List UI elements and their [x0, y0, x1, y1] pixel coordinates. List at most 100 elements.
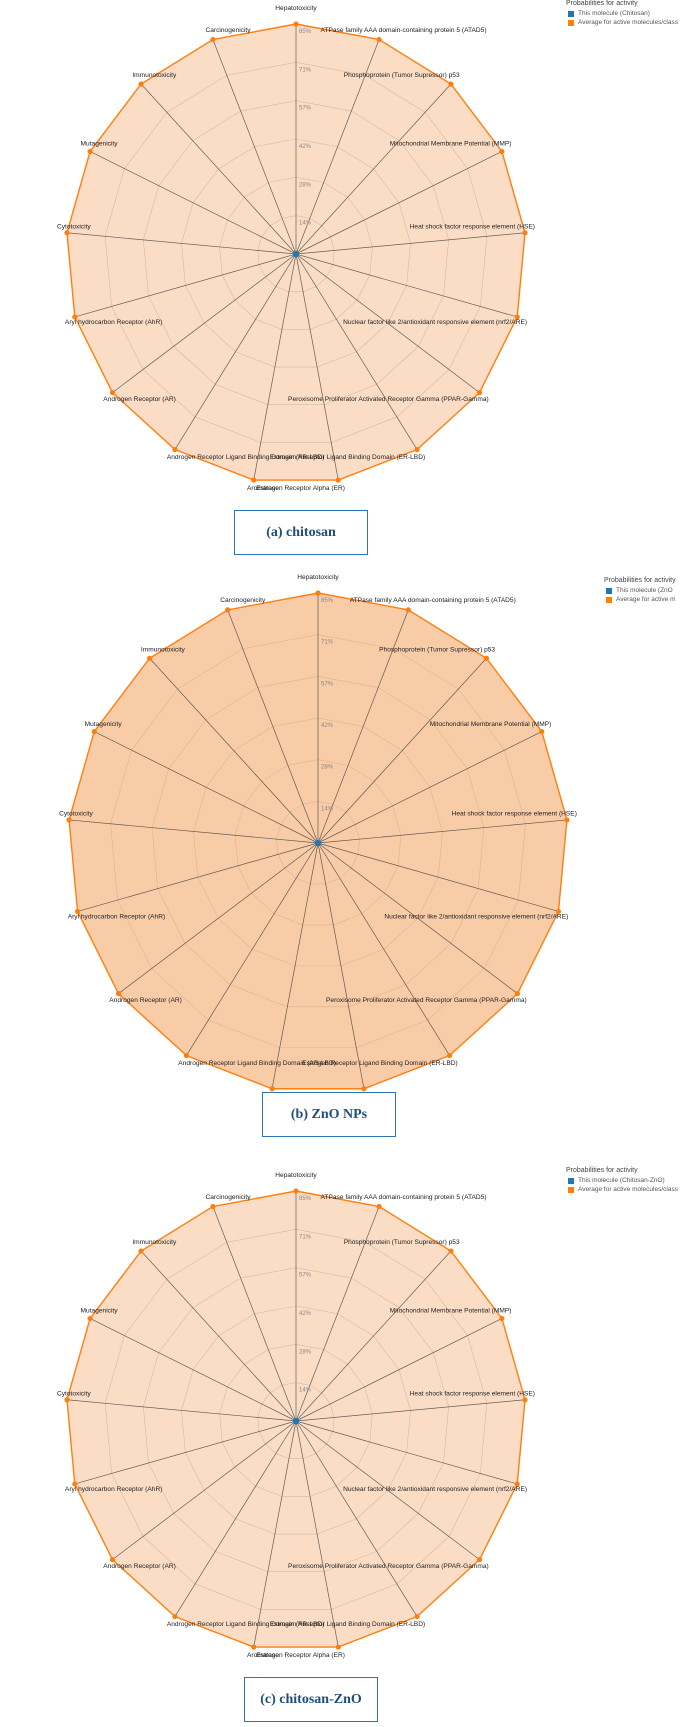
- axis-label: Androgen Receptor (AR): [103, 1563, 176, 1570]
- radial-tick-label: 42%: [299, 144, 312, 150]
- axis-spoke: [295, 151, 503, 255]
- axis-label: Phosphoprotein (Tumor Supressor) p53: [344, 1239, 460, 1246]
- average-point: [183, 1052, 189, 1059]
- axis-spoke: [212, 39, 297, 255]
- average-point: [210, 36, 216, 43]
- axis-spoke: [317, 658, 487, 844]
- average-point: [210, 1203, 216, 1210]
- axis-label: Mutagenicity: [85, 721, 123, 728]
- radial-tick-label: 42%: [299, 1311, 312, 1317]
- grid-ring: [104, 1229, 488, 1610]
- average-point: [87, 1315, 93, 1322]
- average-point: [499, 1315, 505, 1322]
- axis-label: Hepatotoxicity: [297, 574, 339, 581]
- grid-ring: [219, 1344, 373, 1497]
- axis-spoke: [89, 1318, 297, 1422]
- average-point: [109, 390, 116, 396]
- average-point: [483, 655, 490, 661]
- axis-label: Mitochondrial Membrane Potential (MMP): [390, 141, 512, 148]
- average-point: [361, 1086, 367, 1092]
- axis-spoke: [295, 1206, 380, 1422]
- average-point: [74, 908, 81, 915]
- average-point: [448, 81, 454, 87]
- caption-chitosan-zno: (c) chitosan-ZnO: [244, 1677, 378, 1722]
- caption-zno: (b) ZnO NPs: [262, 1092, 396, 1137]
- grid-ring: [181, 138, 411, 368]
- axis-spoke: [89, 151, 297, 255]
- axis-spoke: [118, 842, 319, 994]
- radial-tick-label: 14%: [299, 1388, 312, 1394]
- axis-label: Androgen Receptor Ligand Binding Domain …: [167, 454, 325, 461]
- average-point: [564, 817, 570, 823]
- radial-tick-label: 28%: [299, 182, 312, 188]
- axis-spoke: [74, 253, 297, 318]
- axis-spoke: [227, 609, 319, 844]
- average-point: [447, 1052, 453, 1059]
- average-point: [172, 446, 178, 453]
- axis-spoke: [295, 253, 480, 393]
- average-point: [376, 36, 382, 43]
- axis-spoke: [74, 1420, 297, 1485]
- axis-label: Aromatase: [247, 1652, 279, 1659]
- average-point: [115, 991, 122, 997]
- axis-spoke: [295, 39, 380, 255]
- grid-ring: [219, 177, 373, 330]
- legend-swatch-blue: [568, 10, 574, 17]
- legend: Probabilities for activity This molecule…: [566, 1167, 678, 1193]
- average-point: [448, 1248, 454, 1254]
- legend: Probabilities for activity This molecule…: [604, 577, 676, 603]
- average-point: [138, 81, 144, 87]
- average-point: [499, 148, 505, 155]
- average-point: [335, 1644, 341, 1650]
- axis-label: Estrogen Receptor Ligand Binding Domain …: [302, 1060, 457, 1067]
- this-molecule-point: [293, 251, 299, 257]
- chart-panel-zno: 14% 28% 42% 57% 71% 85% Hepatotoxicity ATPase f…: [0, 574, 685, 1145]
- axis-label: Mutagenicity: [81, 1308, 119, 1315]
- legend-swatch-orange: [606, 596, 612, 603]
- legend-item-this-molecule: This molecule (Chitosan-ZnO): [568, 1177, 678, 1184]
- axis-label: Mitochondrial Membrane Potential (MMP): [430, 721, 552, 728]
- axis-spoke: [174, 1420, 297, 1617]
- axis-label: Heat shock factor response element (HSE): [410, 1390, 535, 1397]
- legend-title: Probabilities for activity: [604, 577, 676, 584]
- axis-spoke: [295, 253, 518, 318]
- axis-label: Heat shock factor response element (HSE): [410, 223, 535, 230]
- axis-label: Carcinogenicity: [205, 27, 251, 34]
- legend-swatch-blue: [606, 587, 612, 594]
- average-point: [539, 728, 545, 735]
- legend-item-this-molecule: This molecule (ZnO: [606, 587, 676, 594]
- axis-label: Androgen Receptor (AR): [109, 997, 182, 1004]
- axis-label: Aromatase: [247, 485, 279, 492]
- axis-label: Immunotoxicity: [132, 72, 177, 79]
- axis-label: Cytotoxicity: [59, 811, 93, 818]
- axis-spoke: [295, 1420, 480, 1560]
- axis-spoke: [94, 731, 319, 844]
- legend-title: Probabilities for activity: [566, 0, 638, 7]
- axis-spoke: [66, 1399, 297, 1422]
- average-point: [476, 390, 483, 396]
- axis-spoke: [212, 1206, 297, 1422]
- axis-label: Cytotoxicity: [57, 1390, 91, 1397]
- axis-spoke: [295, 1420, 518, 1485]
- axis-label: Estrogen Receptor Alpha (ER): [256, 485, 345, 492]
- axis-label: Peroxisome Proliferator Activated Recept…: [326, 997, 527, 1004]
- axis-label: Cytotoxicity: [57, 223, 91, 230]
- average-point: [514, 314, 520, 320]
- radial-tick-label: 28%: [321, 765, 334, 771]
- axis-label: ATPase family AAA domain-containing prot…: [321, 1194, 487, 1201]
- average-point: [315, 590, 321, 596]
- average-point: [251, 1644, 257, 1650]
- grid-ring: [143, 100, 449, 406]
- average-point: [146, 655, 153, 661]
- average-point: [225, 607, 231, 613]
- average-point: [476, 1557, 483, 1563]
- axis-spoke: [77, 842, 319, 912]
- average-point: [91, 728, 97, 735]
- axis-spoke: [140, 83, 297, 255]
- this-molecule-point: [315, 840, 321, 846]
- average-point: [64, 230, 70, 236]
- average-point: [64, 1397, 70, 1403]
- axis-spoke: [295, 253, 418, 450]
- radial-tick-label: 14%: [299, 221, 312, 227]
- axis-spoke: [140, 1250, 297, 1422]
